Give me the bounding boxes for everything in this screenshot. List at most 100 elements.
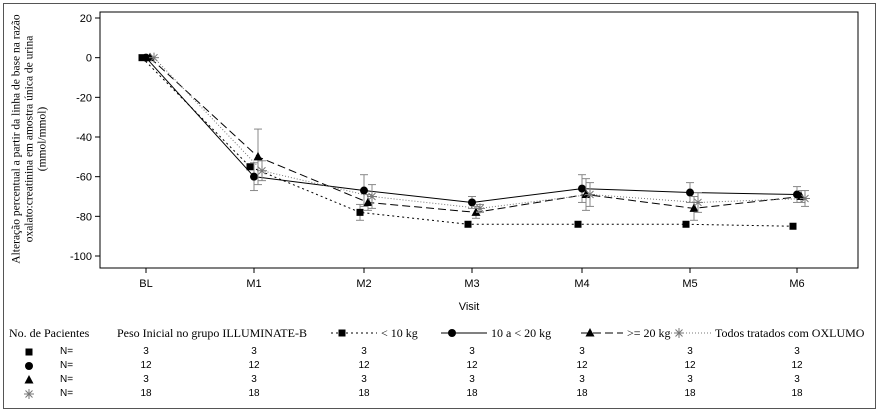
patients-count: 18 <box>791 388 803 399</box>
legend-entry-ge20: >= 20 kg <box>627 326 671 340</box>
patients-count: 3 <box>794 346 800 357</box>
patients-count: 3 <box>469 346 475 357</box>
plot-area-border <box>99 11 859 269</box>
patients-count: 3 <box>251 374 257 385</box>
data-point <box>574 220 582 228</box>
patients-count: 12 <box>248 360 260 371</box>
patients-count: 3 <box>469 374 475 385</box>
data-point <box>800 193 810 204</box>
patients-row: N= 18 18 18 18 18 18 18 <box>0 387 881 401</box>
patients-count: 3 <box>794 374 800 385</box>
data-point <box>360 186 368 195</box>
patients-count: 18 <box>466 388 478 399</box>
circle-marker-icon <box>25 362 33 370</box>
data-point <box>149 52 159 63</box>
data-point <box>789 222 797 230</box>
patients-count: 18 <box>684 388 696 399</box>
row-marker <box>25 348 33 356</box>
patients-row-label: N= <box>60 374 74 385</box>
y-tick-label: -60 <box>76 172 92 184</box>
data-point <box>475 203 485 214</box>
patients-table: N= 3 3 3 3 3 3 3 N= 12 12 12 12 12 12 12 N= 3 3 3 3 3 3 3 N= 18 18… <box>0 345 881 405</box>
legend-swatch-marker <box>585 328 595 337</box>
x-tick-label: M4 <box>574 278 589 290</box>
data-point <box>686 188 694 197</box>
y-tick-label: -40 <box>76 132 92 144</box>
patients-row: N= 12 12 12 12 12 12 12 <box>0 359 881 373</box>
data-point <box>468 198 476 207</box>
legend-swatch-marker <box>674 328 684 338</box>
axes: 20 0 -20 -40 -60 -80 -100 BL M1 M2 M3 M4 M5 M6 <box>70 11 859 290</box>
data-point <box>578 184 586 193</box>
patients-count: 3 <box>361 374 367 385</box>
data-point <box>257 165 267 176</box>
series-line <box>141 57 794 227</box>
patients-count: 3 <box>251 346 257 357</box>
patients-row: N= 3 3 3 3 3 3 3 <box>0 373 881 387</box>
legend: No. de Pacientes Peso Inicial no grupo I… <box>9 324 874 342</box>
data-point <box>796 191 806 200</box>
data-point <box>356 208 364 216</box>
patients-count: 3 <box>687 374 693 385</box>
patients-count: 12 <box>358 360 370 371</box>
row-marker <box>25 362 33 370</box>
patients-row-label: N= <box>60 360 74 371</box>
x-tick-label: BL <box>139 278 152 290</box>
patients-row-label: N= <box>60 388 74 399</box>
data-point <box>464 220 472 228</box>
patients-count: 12 <box>466 360 478 371</box>
patients-count: 18 <box>358 388 370 399</box>
y-tick-label: -80 <box>76 211 92 223</box>
patients-row-label: N= <box>60 346 74 357</box>
series-3 <box>149 52 810 214</box>
data-point <box>693 197 703 208</box>
row-marker <box>24 389 34 399</box>
series-line <box>153 57 806 209</box>
x-tick-label: M2 <box>356 278 371 290</box>
data-point <box>363 197 373 206</box>
patients-count: 18 <box>140 388 152 399</box>
patients-count: 3 <box>687 346 693 357</box>
patients-count: 12 <box>140 360 152 371</box>
y-tick-label: 0 <box>86 53 92 65</box>
x-tick-label: M5 <box>682 278 697 290</box>
data-point <box>367 191 377 202</box>
patients-count: 3 <box>143 374 149 385</box>
data-point <box>250 172 258 181</box>
data-point <box>471 207 481 216</box>
legend-swatch-marker <box>338 329 346 337</box>
patients-count: 3 <box>579 346 585 357</box>
legend-entry-lt10: < 10 kg <box>381 326 418 340</box>
patients-count: 3 <box>579 374 585 385</box>
data-point <box>246 163 254 171</box>
patients-count: 12 <box>576 360 588 371</box>
patients-count: 18 <box>248 388 260 399</box>
patients-count: 12 <box>684 360 696 371</box>
data-point <box>682 220 690 228</box>
series-line <box>149 57 802 213</box>
legend-entry-10to20: 10 a < 20 kg <box>491 326 552 340</box>
figure-frame <box>3 3 876 409</box>
series-layer <box>138 52 810 230</box>
series-1 <box>142 53 801 209</box>
x-tick-label: M1 <box>246 278 261 290</box>
patients-count: 3 <box>361 346 367 357</box>
star-marker-icon <box>24 389 34 399</box>
series-2 <box>145 52 806 221</box>
x-tick-label: M6 <box>789 278 804 290</box>
legend-entry-all: Todos tratados com OXLUMO <box>715 326 865 340</box>
x-axis-label: Visit <box>459 301 480 313</box>
patients-row: N= 3 3 3 3 3 3 3 <box>0 345 881 359</box>
x-tick-label: M3 <box>464 278 479 290</box>
y-tick-label: -100 <box>70 251 92 263</box>
legend-count-label: No. de Pacientes <box>9 326 90 340</box>
legend-swatch-marker <box>448 329 456 337</box>
patients-count: 18 <box>576 388 588 399</box>
square-marker-icon <box>25 348 33 356</box>
data-point <box>585 189 595 200</box>
line-chart: 20 0 -20 -40 -60 -80 -100 BL M1 M2 M3 M4 M5 M6 Visit <box>70 11 859 313</box>
y-tick-label: -20 <box>76 92 92 104</box>
y-tick-label: 20 <box>80 13 92 25</box>
patients-count: 12 <box>791 360 803 371</box>
legend-swatches <box>331 328 711 338</box>
